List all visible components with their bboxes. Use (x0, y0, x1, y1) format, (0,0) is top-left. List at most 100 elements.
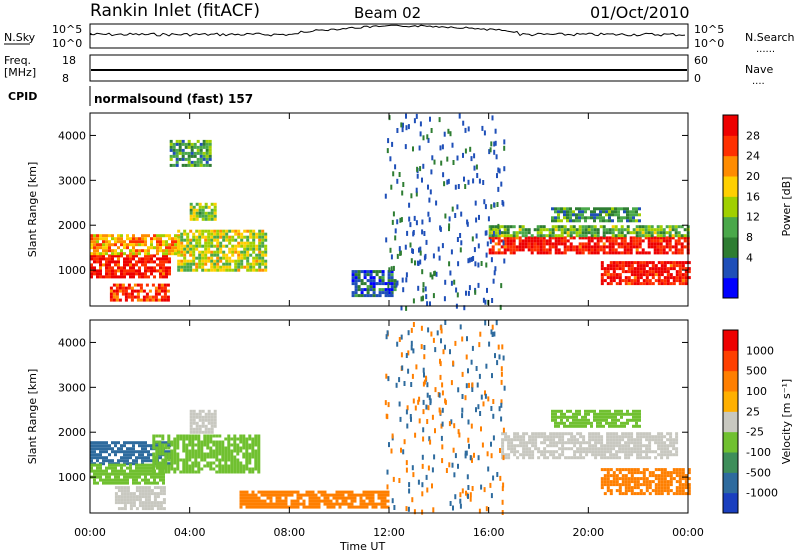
data-cell (218, 449, 222, 453)
data-cell (470, 359, 473, 365)
data-cell (383, 496, 387, 500)
data-cell (603, 273, 607, 277)
data-cell (144, 495, 148, 499)
data-cell (329, 505, 333, 509)
data-cell (593, 219, 596, 223)
data-cell (518, 248, 522, 252)
data-cell (645, 444, 649, 448)
data-cell (627, 456, 631, 460)
data-cell (615, 273, 619, 277)
data-cell (617, 234, 621, 238)
data-cell (132, 266, 135, 270)
data-cell (261, 235, 265, 239)
data-cell (502, 455, 505, 461)
data-cell (365, 490, 369, 494)
data-cell (605, 213, 608, 217)
data-cell (575, 234, 579, 238)
data-cell (434, 387, 437, 393)
data-cell (199, 145, 203, 149)
data-cell (636, 450, 640, 454)
data-cell (560, 236, 564, 240)
data-cell (618, 492, 622, 496)
data-cell (96, 447, 99, 451)
data-cell (575, 207, 578, 211)
data-cell (401, 127, 404, 133)
data-cell (171, 249, 174, 253)
data-cell (684, 267, 688, 271)
data-cell (251, 455, 255, 459)
data-cell (621, 267, 625, 271)
data-cell (255, 247, 259, 251)
data-cell (185, 458, 189, 462)
data-cell (181, 157, 185, 161)
data-cell (635, 242, 639, 246)
data-cell (525, 453, 529, 457)
data-cell (155, 440, 159, 444)
data-cell (198, 415, 202, 419)
data-cell (213, 424, 217, 428)
data-cell (219, 259, 223, 263)
data-cell (578, 418, 581, 422)
data-cell (582, 441, 586, 445)
data-cell (492, 435, 495, 441)
data-cell (497, 242, 501, 246)
data-cell (539, 242, 543, 246)
data-cell (204, 268, 208, 272)
data-cell (659, 231, 663, 235)
data-cell (533, 239, 537, 243)
data-cell (671, 245, 675, 249)
data-cell (454, 213, 457, 218)
data-cell (115, 283, 119, 287)
data-cell (204, 235, 208, 239)
data-cell (111, 266, 114, 270)
data-cell (602, 412, 605, 416)
data-cell (212, 452, 216, 456)
data-cell (153, 234, 156, 238)
data-cell (123, 469, 126, 473)
data-cell (261, 268, 265, 272)
data-cell (200, 449, 204, 453)
data-cell (258, 229, 262, 233)
data-cell (503, 166, 506, 172)
data-cell (672, 282, 676, 286)
data-cell (130, 289, 134, 293)
data-cell (132, 275, 135, 279)
data-cell (602, 234, 606, 238)
data-cell (102, 450, 105, 454)
data-cell (228, 235, 232, 239)
data-cell (99, 466, 102, 470)
data-cell (236, 467, 240, 471)
data-cell (458, 432, 461, 438)
data-cell (503, 239, 507, 243)
data-cell (426, 392, 429, 398)
data-cell (311, 499, 315, 503)
data-cell (257, 496, 261, 500)
data-cell (254, 434, 258, 438)
data-cell (576, 450, 580, 454)
data-cell (153, 498, 157, 502)
data-cell (123, 441, 126, 445)
data-cell (178, 142, 182, 146)
data-cell (678, 270, 682, 274)
data-cell (416, 173, 419, 179)
data-cell (491, 324, 494, 330)
data-cell (192, 268, 196, 272)
data-cell (205, 139, 209, 143)
data-cell (117, 266, 120, 270)
data-cell (510, 447, 514, 451)
data-cell (109, 298, 113, 302)
data-cell (195, 265, 199, 269)
data-cell (363, 270, 367, 274)
data-cell (450, 249, 453, 255)
data-cell (344, 490, 348, 494)
data-cell (237, 241, 241, 245)
data-cell (353, 499, 357, 503)
nsky-tick-low: 10^0 (52, 37, 82, 50)
data-cell (674, 231, 678, 235)
data-cell (657, 273, 661, 277)
data-cell (93, 234, 96, 238)
data-cell (575, 213, 578, 217)
data-cell (618, 483, 622, 487)
data-cell (227, 437, 231, 441)
data-cell (391, 141, 394, 147)
